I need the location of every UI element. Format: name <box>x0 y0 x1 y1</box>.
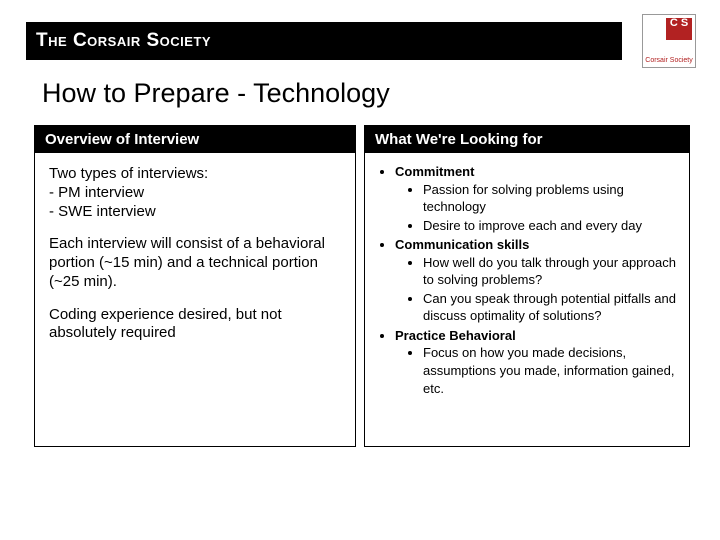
logo-letters: C S <box>666 18 692 40</box>
sub-list: Passion for solving problems using techn… <box>395 181 681 235</box>
left-column-header: Overview of Interview <box>35 126 355 153</box>
sub-list: Focus on how you made decisions, assumpt… <box>395 344 681 397</box>
list-item: Practice Behavioral Focus on how you mad… <box>395 327 681 397</box>
interview-types-intro: Two types of interviews: <box>49 165 341 184</box>
right-column-body: Commitment Passion for solving problems … <box>365 153 689 409</box>
coding-note: Coding experience desired, but not absol… <box>49 306 341 344</box>
right-column-header: What We're Looking for <box>365 126 689 153</box>
list-item: Passion for solving problems using techn… <box>423 181 681 216</box>
interview-types-list: PM interview SWE interview <box>49 184 341 222</box>
list-item: How well do you talk through your approa… <box>423 254 681 289</box>
item-title: Practice Behavioral <box>395 328 516 343</box>
list-item: SWE interview <box>49 203 341 222</box>
item-title: Communication skills <box>395 237 529 252</box>
page-title: How to Prepare - Technology <box>42 78 390 109</box>
list-item: Focus on how you made decisions, assumpt… <box>423 344 681 397</box>
list-item: Communication skills How well do you tal… <box>395 236 681 325</box>
left-column: Overview of Interview Two types of inter… <box>34 125 356 447</box>
sub-list: How well do you talk through your approa… <box>395 254 681 325</box>
list-item: Desire to improve each and every day <box>423 217 681 235</box>
left-column-body: Two types of interviews: PM interview SW… <box>35 153 355 367</box>
org-title-text: The Corsair Society <box>36 30 211 52</box>
list-item: PM interview <box>49 184 341 203</box>
interview-format: Each interview will consist of a behavio… <box>49 235 341 291</box>
org-title-bar: The Corsair Society <box>26 22 622 60</box>
item-title: Commitment <box>395 164 474 179</box>
right-column: What We're Looking for Commitment Passio… <box>364 125 690 447</box>
looking-for-list: Commitment Passion for solving problems … <box>375 163 681 397</box>
logo-subtext: Corsair Society <box>643 57 695 65</box>
list-item: Can you speak through potential pitfalls… <box>423 290 681 325</box>
logo: C S Corsair Society <box>642 14 696 68</box>
list-item: Commitment Passion for solving problems … <box>395 163 681 234</box>
